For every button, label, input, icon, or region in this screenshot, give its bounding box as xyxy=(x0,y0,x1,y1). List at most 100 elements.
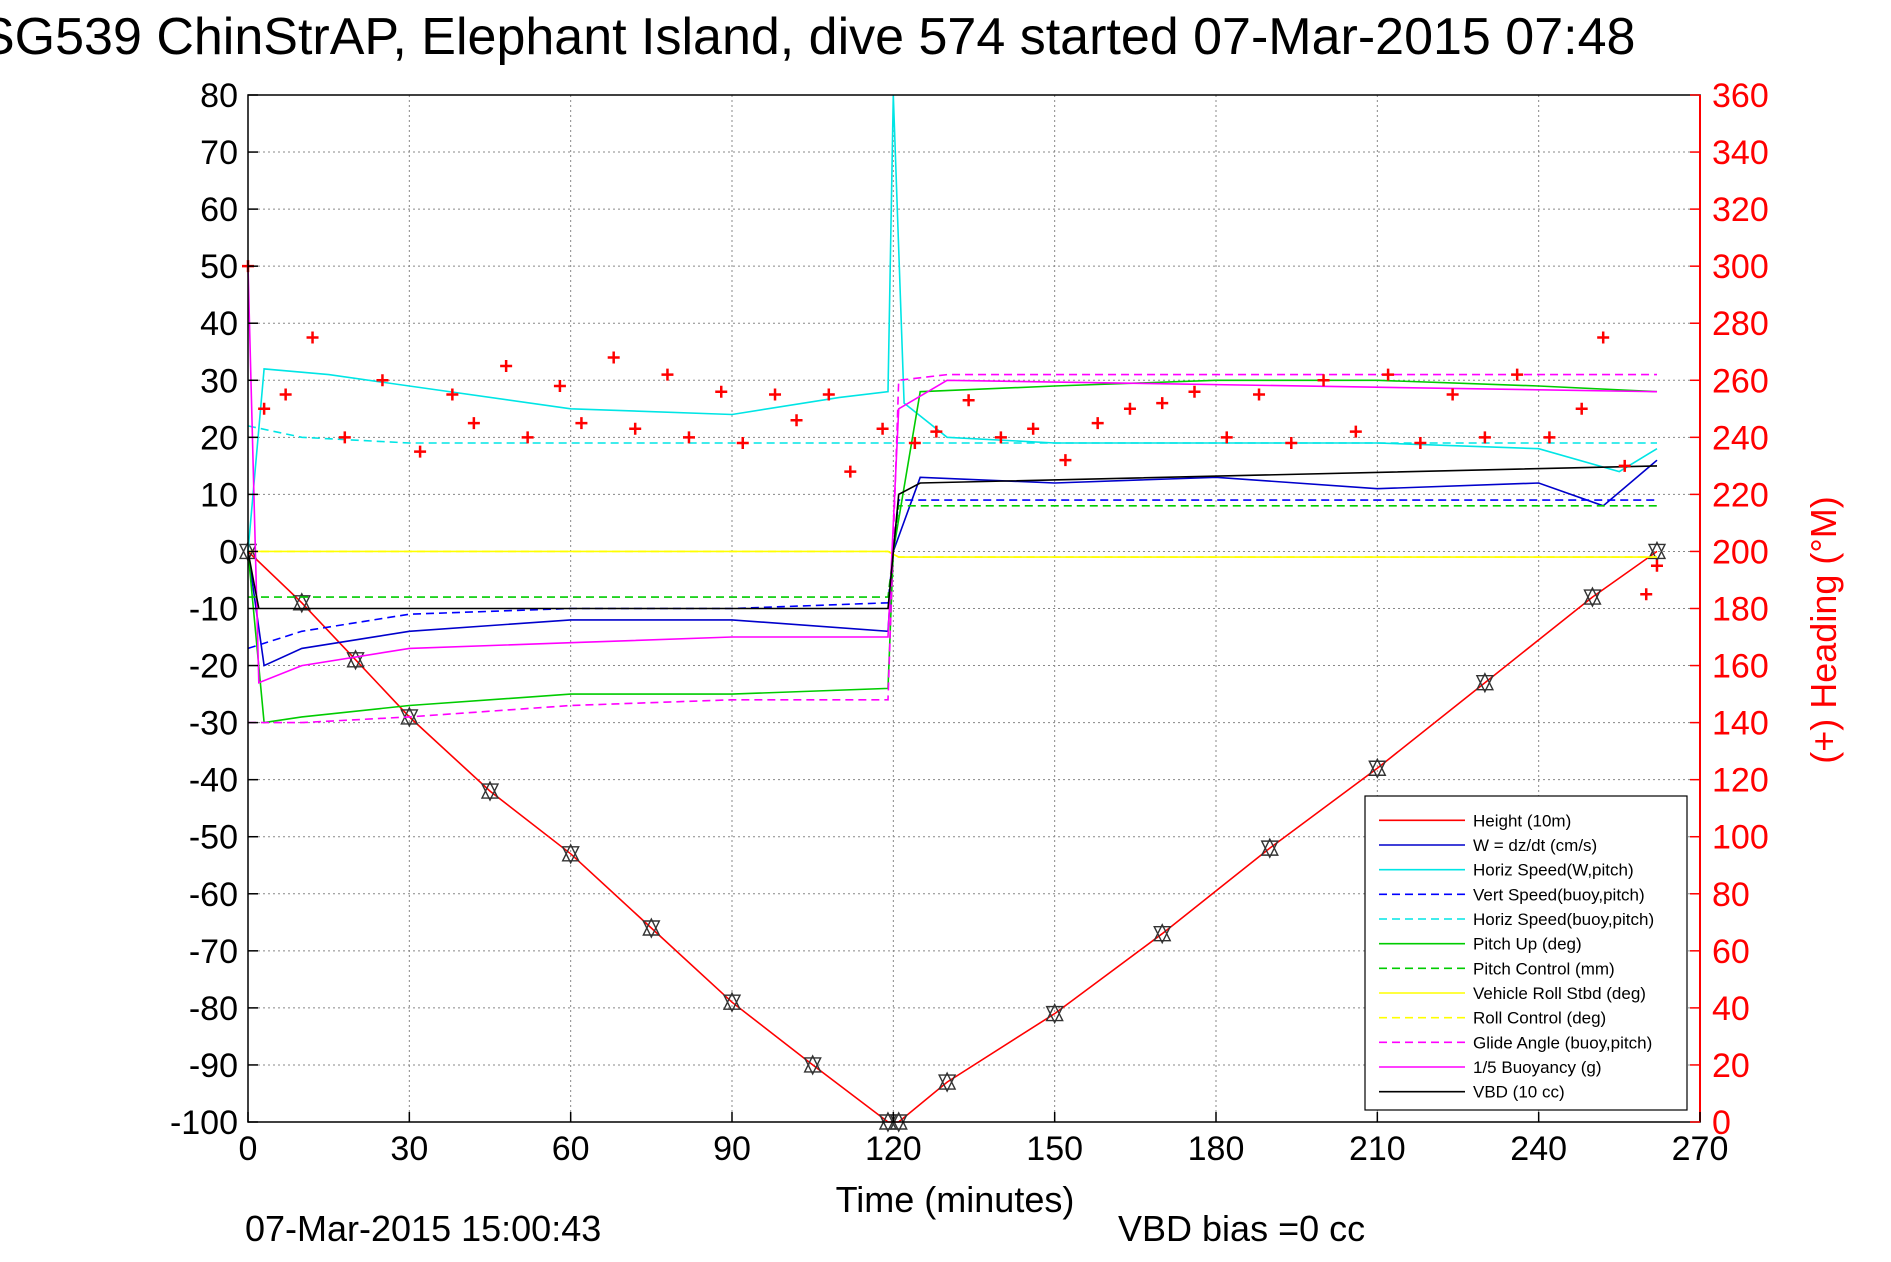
height-marker-down xyxy=(878,1114,898,1133)
heading-point xyxy=(279,388,292,401)
y-tick-label: -80 xyxy=(189,990,238,1028)
height-marker-down xyxy=(1153,926,1172,945)
height-marker-down xyxy=(1260,840,1279,859)
x-tick-label: 240 xyxy=(1510,1130,1567,1168)
y-tick-label: 30 xyxy=(200,362,238,400)
height-marker-up xyxy=(346,649,365,668)
heading-point xyxy=(908,437,921,450)
series-layer xyxy=(238,94,1667,1133)
y2-tick-label: 240 xyxy=(1712,419,1769,457)
x-tick-label: 120 xyxy=(865,1130,922,1168)
heading-point xyxy=(1091,417,1104,430)
height-marker-up xyxy=(1583,586,1602,605)
heading-point xyxy=(1511,368,1524,381)
height-marker-down xyxy=(642,920,661,939)
x-tick-label: 180 xyxy=(1188,1130,1245,1168)
heading-point xyxy=(1123,402,1136,415)
height-marker-down xyxy=(722,994,742,1013)
y-tick-label: -50 xyxy=(189,819,238,857)
heading-point xyxy=(1618,459,1631,472)
legend-label: Vert Speed(buoy,pitch) xyxy=(1473,885,1645,904)
vbd-bias-note: VBD bias =0 cc xyxy=(1118,1208,1365,1249)
y2-tick-label: 100 xyxy=(1712,819,1769,857)
height-marker-down xyxy=(803,1057,822,1076)
y-tick-label: -10 xyxy=(189,591,238,629)
heading-point xyxy=(467,417,480,430)
heading-point xyxy=(1543,431,1556,444)
y2-tick-label: 20 xyxy=(1712,1047,1750,1085)
heading-point xyxy=(1059,454,1072,467)
y-tick-label: 10 xyxy=(200,476,238,514)
heading-point xyxy=(1575,402,1588,415)
height-marker-up xyxy=(803,1054,822,1073)
legend-label: Roll Control (deg) xyxy=(1473,1009,1606,1028)
x-tick-label: 270 xyxy=(1672,1130,1729,1168)
x-axis-label: Time (minutes) xyxy=(836,1179,1075,1220)
heading-point xyxy=(736,437,749,450)
heading-point xyxy=(1478,431,1491,444)
series-line xyxy=(247,266,1658,684)
legend-label: Horiz Speed(buoy,pitch) xyxy=(1473,910,1654,929)
legend-label: Horiz Speed(W,pitch) xyxy=(1473,861,1634,880)
y-tick-label: -40 xyxy=(189,762,238,800)
heading-point xyxy=(553,379,566,392)
heading-point xyxy=(1188,385,1201,398)
y2-tick-label: 60 xyxy=(1712,933,1750,971)
x-tick-label: 0 xyxy=(239,1130,258,1168)
heading-point xyxy=(930,425,943,438)
height-marker-up xyxy=(480,780,500,799)
y2-tick-label: 140 xyxy=(1712,705,1769,743)
heading-point xyxy=(1027,422,1040,435)
y2-tick-label: 280 xyxy=(1712,305,1769,343)
height-marker-down xyxy=(480,783,500,802)
y-tick-label: -30 xyxy=(189,705,238,743)
heading-point xyxy=(414,445,427,458)
heading-point xyxy=(446,388,459,401)
y-tick-label: 20 xyxy=(200,419,238,457)
y2-tick-label: 340 xyxy=(1712,134,1769,172)
legend-box xyxy=(1364,795,1688,1111)
series-line xyxy=(248,505,1657,598)
y2-tick-label: 300 xyxy=(1712,248,1769,286)
y-tick-label: 50 xyxy=(200,248,238,286)
legend-label: Vehicle Roll Stbd (deg) xyxy=(1473,984,1646,1003)
height-marker-up xyxy=(1045,1003,1064,1022)
heading-point xyxy=(629,422,642,435)
height-marker-down xyxy=(1045,1005,1064,1025)
y2-tick-label: 40 xyxy=(1712,990,1750,1028)
y-tick-label: 80 xyxy=(200,77,238,115)
y2-tick-label: 320 xyxy=(1712,191,1769,229)
y-tick-label: -70 xyxy=(189,933,238,971)
heading-point xyxy=(994,431,1007,444)
height-marker-up xyxy=(937,1071,957,1090)
axes: 0 30 60 90 120 150 180 210 240 270 80 70 60 50 40 30 20 1… xyxy=(170,77,1769,1168)
legend-label: Glide Angle (buoy,pitch) xyxy=(1473,1033,1652,1052)
height-marker-up xyxy=(642,917,661,936)
heading-point xyxy=(876,422,889,435)
y2-tick-label: 180 xyxy=(1712,591,1769,629)
heading-point xyxy=(1285,437,1298,450)
y2-tick-label: 220 xyxy=(1712,476,1769,514)
heading-point xyxy=(1349,425,1362,438)
heading-point xyxy=(1382,368,1395,381)
y-tick-label: 60 xyxy=(200,191,238,229)
heading-point xyxy=(500,360,513,373)
heading-point xyxy=(822,388,835,401)
legend-label: Pitch Up (deg) xyxy=(1473,935,1582,954)
legend-label: Height (10m) xyxy=(1473,811,1571,830)
series-heading xyxy=(242,260,1663,601)
legend-label: VBD (10 cc) xyxy=(1473,1083,1565,1102)
heading-point xyxy=(1414,437,1427,450)
footer-date: 07-Mar-2015 15:00:43 xyxy=(245,1208,601,1249)
heading-point xyxy=(1640,588,1653,601)
heading-point xyxy=(258,402,271,415)
heading-point xyxy=(306,331,319,344)
chart-title: SG539 ChinStrAP, Elephant Island, dive 5… xyxy=(0,8,1635,66)
height-marker-down xyxy=(1647,543,1667,563)
y-tick-label: -100 xyxy=(170,1104,238,1142)
height-marker-down xyxy=(1368,760,1387,779)
y-tick-label: -20 xyxy=(189,648,238,686)
y-tick-label: -90 xyxy=(189,1047,238,1085)
x-tick-label: 150 xyxy=(1026,1130,1083,1168)
